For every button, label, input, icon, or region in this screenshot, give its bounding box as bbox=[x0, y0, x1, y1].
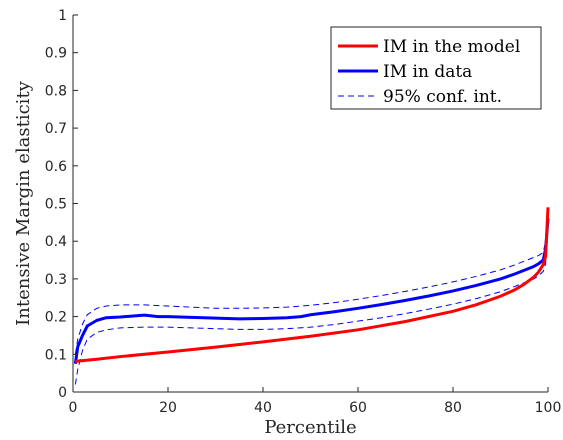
y-tick-label: 0.2 bbox=[45, 310, 67, 326]
series-line-2 bbox=[74, 214, 549, 355]
y-tick-label: 0 bbox=[58, 385, 67, 401]
x-axis-title: Percentile bbox=[264, 417, 356, 438]
y-tick-label: 0.1 bbox=[45, 347, 67, 363]
y-tick-label: 0.8 bbox=[45, 83, 67, 99]
legend-label-2: 95% conf. int. bbox=[383, 87, 502, 107]
legend-box bbox=[330, 26, 542, 110]
legend: IM in the model IM in data 95% conf. int. bbox=[330, 26, 542, 110]
x-tick-label: 40 bbox=[254, 400, 272, 416]
y-tick-label: 0.6 bbox=[45, 159, 67, 175]
y-tick-label: 1 bbox=[58, 8, 67, 24]
x-tick-label: 0 bbox=[69, 400, 78, 416]
plot-area bbox=[73, 207, 550, 385]
legend-label-0: IM in the model bbox=[383, 37, 520, 57]
series-line-0 bbox=[74, 207, 550, 364]
x-tick-label: 80 bbox=[444, 400, 462, 416]
x-tick-label: 20 bbox=[159, 400, 177, 416]
series-line-1 bbox=[73, 218, 550, 364]
y-tick-label: 0.4 bbox=[45, 234, 67, 250]
legend-label-1: IM in data bbox=[383, 62, 472, 82]
y-tick-label: 0.5 bbox=[45, 197, 67, 213]
y-tick-label: 0.9 bbox=[45, 46, 67, 62]
y-axis-title: Intensive Margin elasticity bbox=[13, 80, 34, 326]
x-tick-label: 60 bbox=[349, 400, 367, 416]
axes: 0 0.1 0.2 0.3 0.4 0.5 0.6 0.7 0.8 0.9 1 0 20 40 60 80 10… bbox=[13, 8, 561, 438]
y-tick-label: 0.7 bbox=[45, 121, 67, 137]
y-tick-label: 0.3 bbox=[45, 272, 67, 288]
x-tick-label: 100 bbox=[535, 400, 562, 416]
